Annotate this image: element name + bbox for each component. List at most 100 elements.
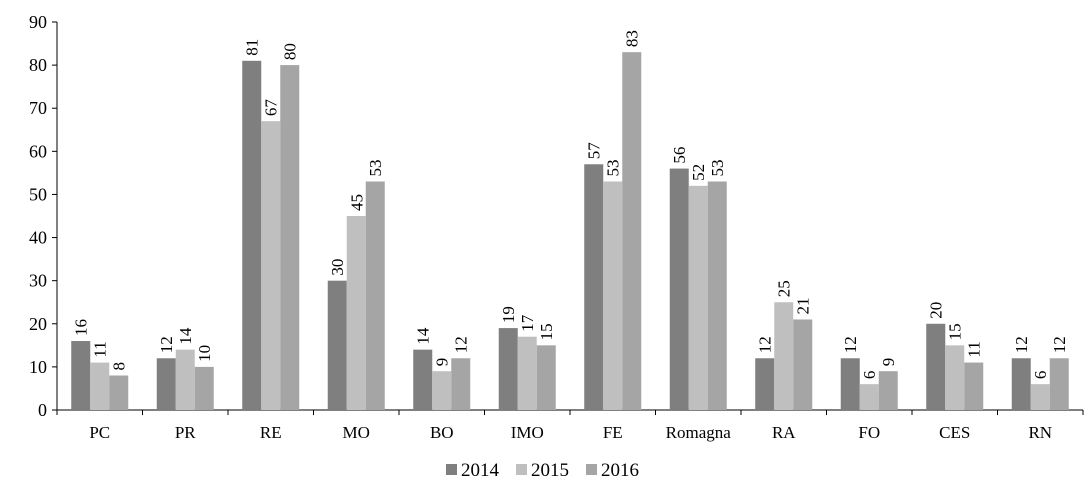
data-label: 14 xyxy=(176,327,195,345)
data-label: 10 xyxy=(195,345,214,362)
bar-2014 xyxy=(327,280,347,410)
y-tick-label: 70 xyxy=(29,98,47,118)
bars-group xyxy=(71,52,1069,411)
legend-swatch-2014 xyxy=(446,464,457,475)
bar-2015 xyxy=(945,345,965,410)
bar-2014 xyxy=(498,328,518,410)
bar-2015 xyxy=(603,181,623,410)
bar-2015 xyxy=(1030,384,1050,410)
data-label: 6 xyxy=(860,371,879,380)
data-label: 53 xyxy=(366,160,385,177)
bar-2014 xyxy=(840,358,860,410)
bar-2016 xyxy=(109,375,129,410)
bar-2016 xyxy=(365,181,385,410)
bar-2014 xyxy=(584,164,604,410)
category-label: IMO xyxy=(511,423,544,442)
bar-2016 xyxy=(878,371,898,410)
data-label: 80 xyxy=(281,43,300,60)
data-label: 14 xyxy=(414,327,433,345)
y-tick-label: 50 xyxy=(29,184,47,204)
bar-2016 xyxy=(280,65,300,410)
data-label: 12 xyxy=(1050,336,1069,353)
data-label: 12 xyxy=(452,336,471,353)
category-label: FO xyxy=(858,423,880,442)
bar-2014 xyxy=(156,358,176,410)
category-label: RE xyxy=(260,423,282,442)
bar-2016 xyxy=(194,366,214,410)
data-label: 83 xyxy=(623,30,642,47)
data-label: 16 xyxy=(72,319,91,336)
legend-label: 2014 xyxy=(461,460,500,481)
bar-2014 xyxy=(1011,358,1031,410)
data-label: 30 xyxy=(328,259,347,276)
data-label: 12 xyxy=(841,336,860,353)
data-label: 81 xyxy=(243,39,262,56)
bar-2016 xyxy=(1049,358,1069,410)
category-label: RN xyxy=(1028,423,1052,442)
category-label: MO xyxy=(343,423,370,442)
y-tick-label: 30 xyxy=(29,271,47,291)
bar-2015 xyxy=(774,302,794,410)
bar-2015 xyxy=(517,336,537,410)
data-label: 20 xyxy=(927,302,946,319)
legend-swatch-2016 xyxy=(586,464,597,475)
bar-2016 xyxy=(536,345,556,410)
data-label: 9 xyxy=(879,358,898,367)
data-label: 21 xyxy=(794,297,813,314)
data-label: 67 xyxy=(262,99,281,117)
legend-label: 2015 xyxy=(531,460,569,481)
data-label: 9 xyxy=(433,358,452,367)
bar-2016 xyxy=(964,362,984,410)
data-label: 11 xyxy=(965,341,984,357)
data-label: 19 xyxy=(499,306,518,323)
legend: 2014 2015 2016 xyxy=(446,460,639,481)
legend-swatch-2015 xyxy=(516,464,527,475)
data-label: 11 xyxy=(91,341,110,357)
bar-2014 xyxy=(242,60,262,411)
bar-2016 xyxy=(622,52,642,411)
data-label: 25 xyxy=(775,280,794,297)
category-label: Romagna xyxy=(666,423,732,442)
bar-2015 xyxy=(90,362,110,410)
data-label: 12 xyxy=(1012,336,1031,353)
bar-2015 xyxy=(175,349,195,410)
category-label: CES xyxy=(939,423,970,442)
category-label: RA xyxy=(772,423,796,442)
bar-2016 xyxy=(707,181,727,410)
bar-2015 xyxy=(432,371,452,410)
bar-2014 xyxy=(755,358,775,410)
data-label: 17 xyxy=(518,314,537,332)
category-label: FE xyxy=(603,423,623,442)
data-label: 6 xyxy=(1031,371,1050,380)
y-tick-label: 80 xyxy=(29,55,47,75)
data-label: 53 xyxy=(708,160,727,177)
bar-2015 xyxy=(859,384,879,410)
data-label: 45 xyxy=(347,194,366,211)
x-axis: PC PR RE MO BO IMO FE Romagna RA FO CES RN xyxy=(56,409,1084,442)
data-label: 15 xyxy=(946,323,965,340)
bar-2014 xyxy=(926,323,946,410)
category-label: BO xyxy=(430,423,454,442)
data-label: 52 xyxy=(689,164,708,181)
data-label: 56 xyxy=(670,147,689,164)
y-tick-label: 10 xyxy=(29,357,47,377)
y-tick-label: 0 xyxy=(38,400,47,420)
y-axis: 0 10 20 30 40 50 60 70 80 90 xyxy=(29,12,58,420)
legend-label: 2016 xyxy=(601,460,639,481)
bar-2016 xyxy=(451,358,471,410)
data-label: 57 xyxy=(585,142,604,160)
y-tick-label: 90 xyxy=(29,12,47,32)
bar-2016 xyxy=(793,319,813,410)
category-label: PC xyxy=(89,423,110,442)
y-tick-label: 60 xyxy=(29,141,47,161)
data-labels-group: 1611812141081678030455314912191715575383… xyxy=(72,30,1070,379)
data-label: 8 xyxy=(110,362,129,371)
bar-2014 xyxy=(669,168,689,410)
bar-2015 xyxy=(346,216,366,410)
data-label: 15 xyxy=(537,323,556,340)
bar-2015 xyxy=(261,121,281,411)
data-label: 12 xyxy=(756,336,775,353)
y-tick-label: 40 xyxy=(29,228,47,248)
y-tick-label: 20 xyxy=(29,314,47,334)
